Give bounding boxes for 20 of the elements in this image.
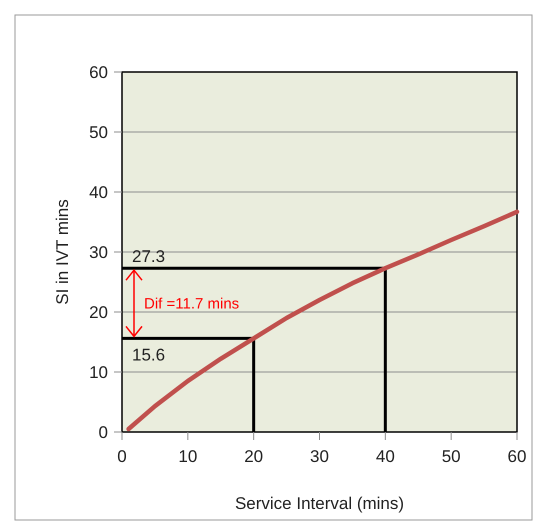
line-series (126, 210, 520, 432)
y-tick-label: 0 (98, 422, 108, 442)
x-tick-label: 40 (376, 447, 395, 466)
y-tick-label: 10 (89, 362, 108, 382)
annotation: Dif =11.7 mins (144, 295, 240, 312)
y-tick-label: 60 (89, 62, 108, 82)
y-tick-label: 50 (89, 122, 108, 142)
x-tick-label: 10 (178, 447, 198, 466)
y-tick-label: 20 (89, 302, 108, 322)
y-axis-title: SI in IVT mins (53, 199, 72, 305)
x-tick-label: 60 (508, 447, 526, 466)
x-tick-label: 50 (442, 447, 461, 466)
x-tick-label: 30 (310, 447, 329, 466)
annotation: 15.6 (132, 345, 166, 364)
x-axis-title: Service Interval (mins) (234, 494, 404, 513)
y-tick-label: 30 (89, 242, 108, 262)
annotation: 27.3 (132, 247, 166, 266)
x-tick-label: 0 (117, 447, 127, 466)
x-tick-label: 20 (244, 447, 264, 466)
y-tick-label: 40 (89, 182, 108, 202)
